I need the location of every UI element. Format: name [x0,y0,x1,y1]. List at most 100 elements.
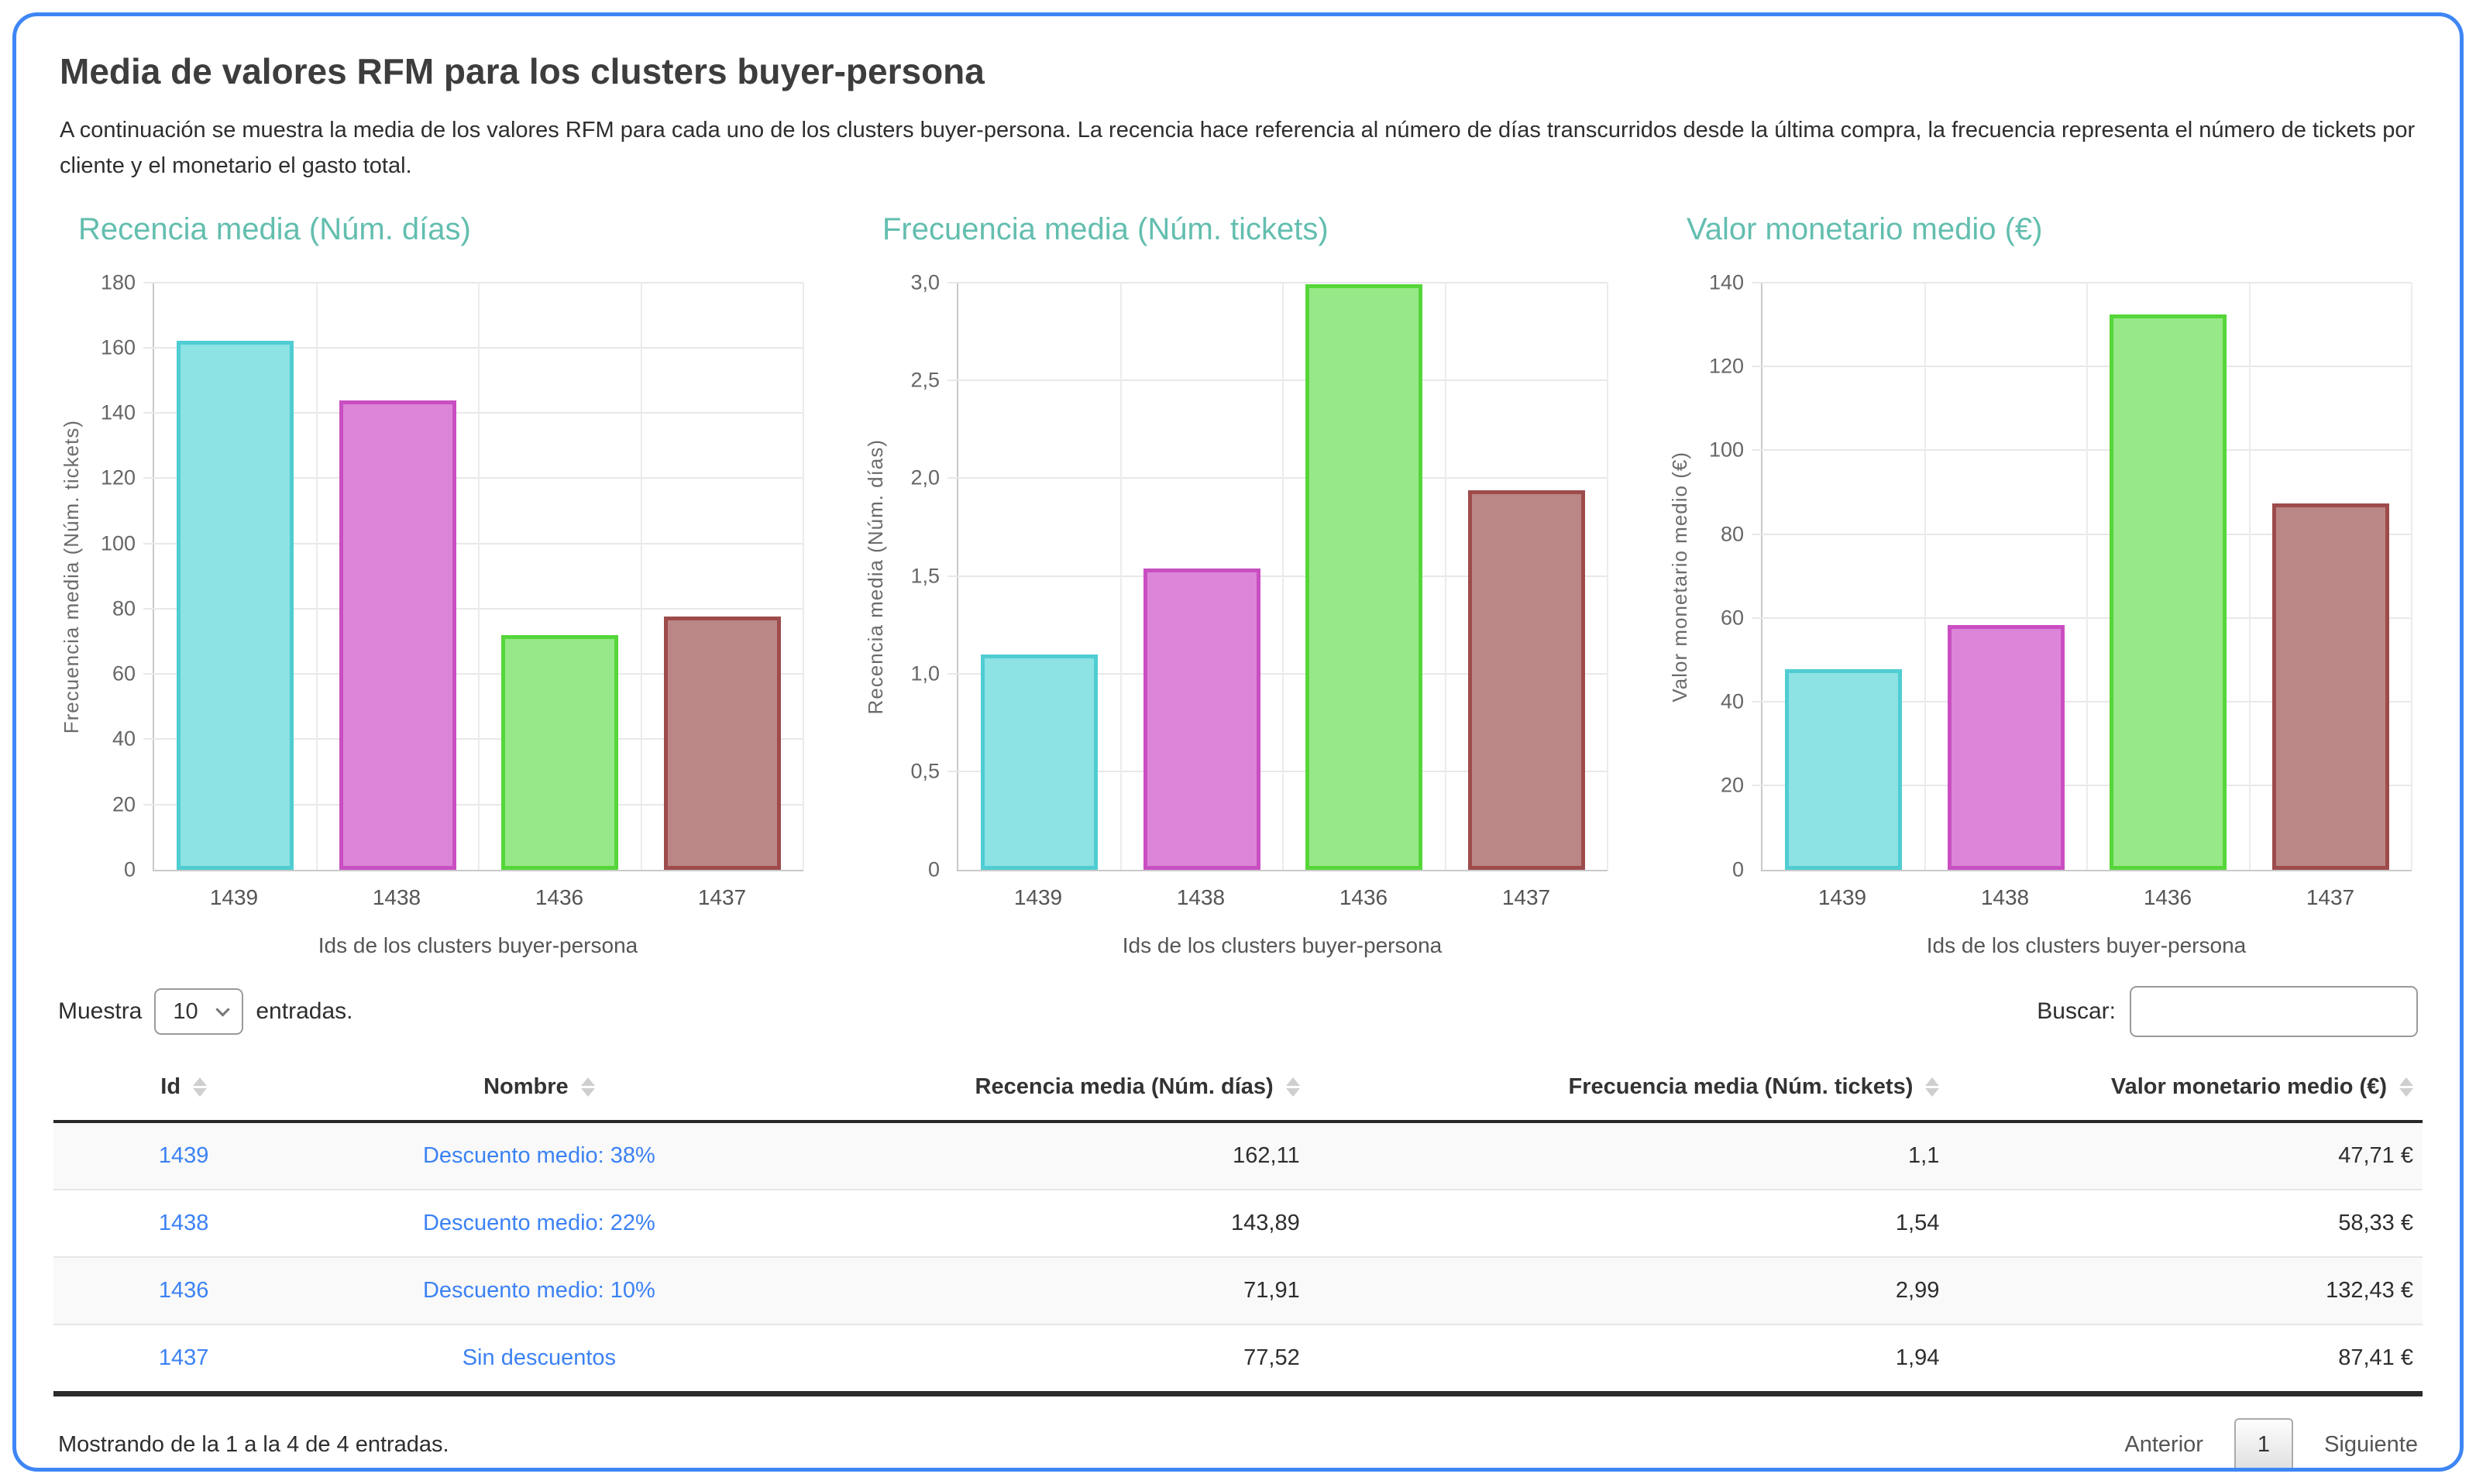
plot-area: 180 160 140 120 100 80 60 40 20 0 [101,270,804,881]
chart-frecuencia: Frecuencia media (Núm. tickets) Recencia… [858,201,1618,958]
cluster-name-link[interactable]: Descuento medio: 22% [422,1210,655,1235]
bars-layer [958,283,1608,870]
bar-1437 [1467,490,1585,870]
cluster-id-link[interactable]: 1436 [158,1277,209,1303]
recencia-value: 71,91 [1243,1277,1300,1303]
y-tick-label: 0 [927,857,940,881]
sort-icon [1285,1077,1300,1097]
gridline-horizontal [1752,617,2412,619]
gridline-horizontal [143,673,803,675]
gridline-horizontal [1752,281,2412,283]
x-tick-label: 1438 [1980,885,2030,909]
y-tick-label: 100 [100,531,136,555]
column-header-recencia[interactable]: Recencia media (Núm. días) [764,1058,1309,1123]
y-tick-label: 120 [1708,354,1744,378]
bar-1438 [1143,568,1260,870]
chart-body: Valor monetario medio (€) 140 120 100 80 60 4… [1662,270,2423,958]
gridline-horizontal [143,281,803,283]
next-page-button[interactable]: Siguiente [2324,1431,2418,1457]
valor-value: 47,71 € [2338,1142,2413,1168]
y-tick-label: 40 [1720,689,1744,713]
y-axis-title: Valor monetario medio (€) [1667,451,1691,702]
bar-slot [317,283,480,870]
plot-area: 3,0 2,5 2,0 1,5 1,0 0,5 0 [910,270,1608,881]
bar-slot [154,283,317,870]
gridline-horizontal [947,477,1608,479]
bars-layer [1762,283,2412,870]
x-tick-label: 1437 [2306,885,2355,909]
y-tick-label: 1,0 [910,661,940,685]
table-bottom-divider [53,1390,2423,1396]
sort-icon [1925,1077,1940,1097]
x-tick-label: 1436 [535,885,584,909]
gridline-vertical [2411,282,2412,870]
x-axis-title: Ids de los clusters buyer-persona [1926,933,2247,957]
gridline-vertical [1607,282,1608,870]
x-tick-label: 1439 [209,885,259,909]
x-tick-label: 1436 [2143,885,2192,909]
bars-layer [154,283,803,870]
frecuencia-value: 1,54 [1895,1210,1940,1235]
bar-1439 [177,341,294,870]
cluster-id-link[interactable]: 1438 [158,1210,209,1235]
search-input[interactable] [2130,985,2418,1037]
cluster-name-link[interactable]: Sin descuentos [462,1345,617,1370]
search-label: Buscar: [2037,998,2116,1024]
table-info: Mostrando de la 1 a la 4 de 4 entradas. [58,1431,449,1457]
gridline-vertical [478,282,480,870]
y-axis-title: Recencia media (Núm. días) [863,439,887,715]
x-tick-label: 1437 [1501,885,1551,909]
x-tick-label: 1437 [697,885,747,909]
bar-1438 [1947,624,2065,870]
cluster-id-link[interactable]: 1437 [158,1345,209,1370]
gridline-horizontal [947,771,1608,773]
gridline-horizontal [143,738,803,740]
current-page-button[interactable]: 1 [2234,1417,2294,1468]
gridline-vertical [1119,282,1122,870]
y-tick-label: 2,0 [910,465,940,490]
y-tick-label: 3,0 [910,270,940,294]
cluster-id-link[interactable]: 1439 [158,1142,209,1168]
bar-1436 [1305,284,1423,870]
x-tick-labels: 1439 1438 1436 1437 [1761,885,2412,910]
y-tick-label: 20 [1720,773,1744,797]
bar-slot [1762,283,1925,870]
previous-page-button[interactable]: Anterior [2124,1431,2203,1457]
y-tick-label: 0,5 [910,759,940,783]
y-tick-label: 1,5 [910,564,940,588]
table-row: 1439 Descuento medio: 38% 162,11 1,1 47,71 € [53,1121,2423,1190]
chart-body: Recencia media (Núm. días) 3,0 2,5 2,0 1,5 1… [858,270,1618,958]
bar-slot [2087,283,2250,870]
bar-1438 [339,400,456,870]
gridline-horizontal [1752,533,2412,535]
bar-slot [641,283,804,870]
chart-body: Frecuencia media (Núm. tickets) 180 160 14… [53,270,814,958]
table-row: 1437 Sin descuentos 77,52 1,94 87,41 € [53,1324,2423,1391]
pagination: Anterior 1 Siguiente [2124,1417,2418,1468]
table-footer: Mostrando de la 1 a la 4 de 4 entradas. … [53,1417,2423,1468]
x-tick-label: 1439 [1013,885,1063,909]
y-tick-label: 80 [1720,522,1744,546]
cluster-name-link[interactable]: Descuento medio: 10% [422,1277,655,1303]
gridline-vertical [640,282,642,870]
cluster-name-link[interactable]: Descuento medio: 38% [422,1142,655,1168]
table-controls: Muestra 10 entradas. Buscar: [58,985,2418,1037]
column-header-frecuencia[interactable]: Frecuencia media (Núm. tickets) [1308,1058,1949,1123]
recencia-value: 143,89 [1231,1210,1300,1235]
page-title: Media de valores RFM para los clusters b… [60,51,985,91]
show-entries-suffix: entradas. [256,998,353,1024]
y-tick-label: 2,5 [910,368,940,392]
column-header-valor[interactable]: Valor monetario medio (€) [1948,1058,2423,1123]
y-tick-label: 40 [112,727,136,751]
gridline-vertical [1924,282,1926,870]
gridline-vertical [803,282,804,870]
gridline-horizontal [143,803,803,806]
sort-icon [2399,1077,2413,1097]
x-axis-title: Ids de los clusters buyer-persona [318,933,638,957]
column-header-nombre[interactable]: Nombre [314,1058,765,1123]
column-header-id[interactable]: Id [53,1058,315,1123]
page-length-select[interactable]: 10 [154,988,244,1035]
valor-value: 132,43 € [2326,1277,2413,1303]
y-tick-label: 180 [100,270,136,294]
gridline-horizontal [947,673,1608,675]
